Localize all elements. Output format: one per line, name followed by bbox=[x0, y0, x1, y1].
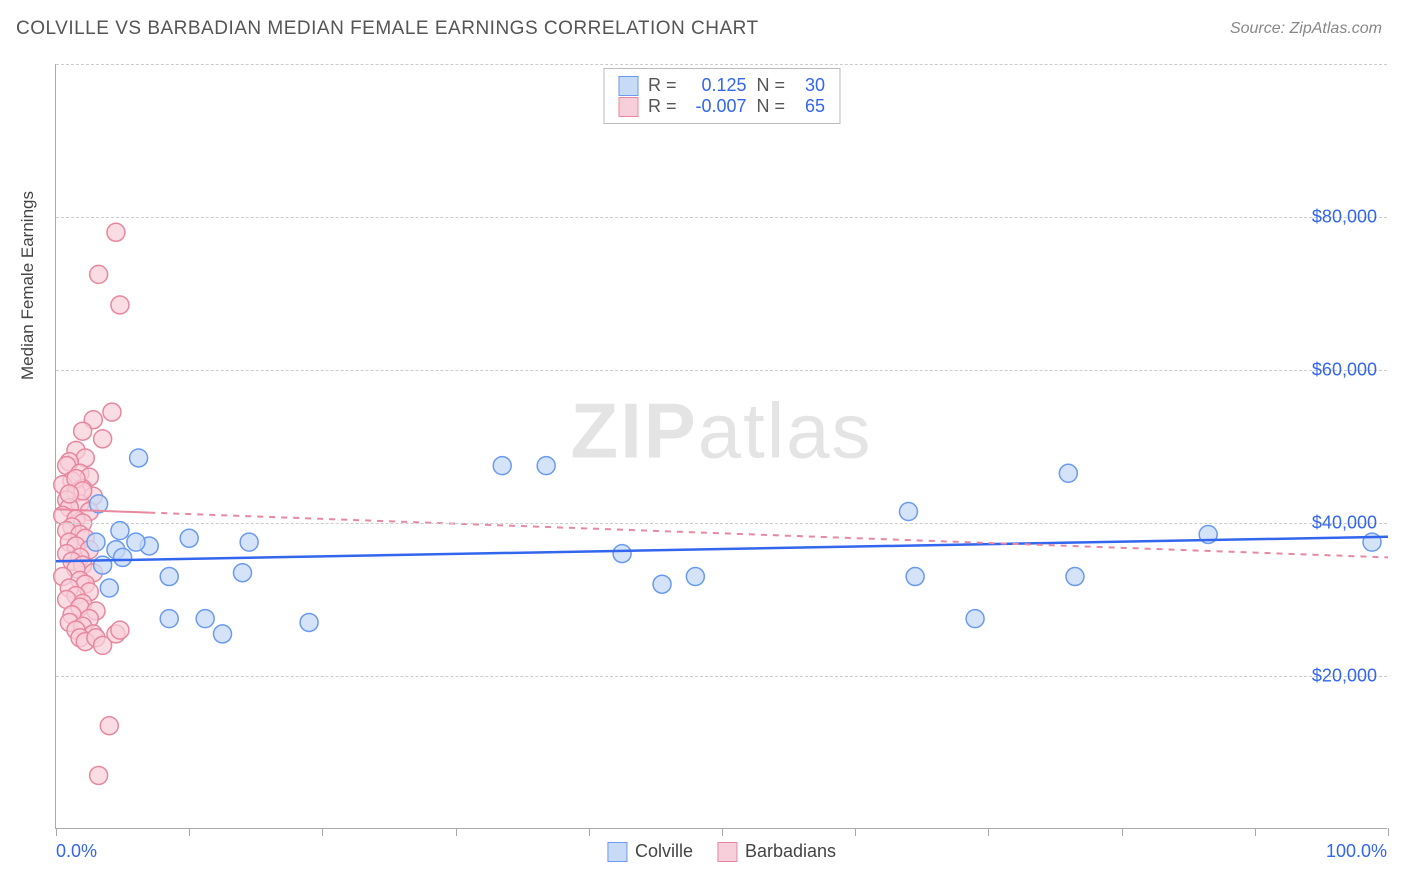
gridline bbox=[56, 370, 1387, 371]
gridline bbox=[56, 523, 1387, 524]
x-axis-max-label: 100.0% bbox=[1326, 841, 1387, 862]
data-point bbox=[180, 529, 198, 547]
legend-n-label: N = bbox=[757, 96, 786, 117]
data-point bbox=[103, 403, 121, 421]
y-tick-label: $80,000 bbox=[1312, 207, 1377, 228]
data-point bbox=[160, 610, 178, 628]
data-point bbox=[87, 533, 105, 551]
header: COLVILLE VS BARBADIAN MEDIAN FEMALE EARN… bbox=[0, 0, 1406, 50]
source-label: Source: ZipAtlas.com bbox=[1230, 20, 1382, 38]
data-point bbox=[94, 430, 112, 448]
x-axis-min-label: 0.0% bbox=[56, 841, 97, 862]
legend-n-label: N = bbox=[757, 75, 786, 96]
legend-swatch bbox=[607, 842, 627, 862]
y-tick-label: $60,000 bbox=[1312, 360, 1377, 381]
legend-row: R = 0.125 N = 30 bbox=[618, 75, 825, 96]
legend-swatch bbox=[618, 97, 638, 117]
data-point bbox=[94, 636, 112, 654]
data-point bbox=[90, 265, 108, 283]
data-point bbox=[160, 568, 178, 586]
legend-r-label: R = bbox=[648, 96, 677, 117]
correlation-legend: R = 0.125 N = 30 R = -0.007 N = 65 bbox=[603, 68, 840, 124]
x-tick bbox=[1122, 828, 1123, 836]
data-point bbox=[233, 564, 251, 582]
x-tick bbox=[988, 828, 989, 836]
data-point bbox=[107, 223, 125, 241]
x-tick bbox=[322, 828, 323, 836]
x-tick bbox=[855, 828, 856, 836]
scatter-plot bbox=[56, 64, 1387, 828]
data-point bbox=[111, 522, 129, 540]
legend-label: Barbadians bbox=[745, 841, 836, 862]
data-point bbox=[493, 457, 511, 475]
x-tick bbox=[1388, 828, 1389, 836]
chart-title: COLVILLE VS BARBADIAN MEDIAN FEMALE EARN… bbox=[16, 18, 759, 40]
data-point bbox=[90, 766, 108, 784]
legend-label: Colville bbox=[635, 841, 693, 862]
y-axis-label: Median Female Earnings bbox=[18, 191, 38, 380]
data-point bbox=[196, 610, 214, 628]
data-point bbox=[100, 717, 118, 735]
data-point bbox=[686, 568, 704, 586]
data-point bbox=[653, 575, 671, 593]
legend-item: Colville bbox=[607, 841, 693, 862]
data-point bbox=[127, 533, 145, 551]
gridline bbox=[56, 217, 1387, 218]
legend-r-value: 0.125 bbox=[687, 75, 747, 96]
legend-n-value: 65 bbox=[795, 96, 825, 117]
data-point bbox=[74, 422, 92, 440]
data-point bbox=[899, 503, 917, 521]
data-point bbox=[60, 485, 78, 503]
data-point bbox=[100, 579, 118, 597]
legend-swatch bbox=[618, 76, 638, 96]
data-point bbox=[966, 610, 984, 628]
data-point bbox=[240, 533, 258, 551]
chart-plot-area: R =0.125N =30R =-0.007N =65 ZIPatlas $20… bbox=[55, 64, 1387, 829]
data-point bbox=[111, 296, 129, 314]
y-tick-label: $40,000 bbox=[1312, 513, 1377, 534]
data-point bbox=[94, 556, 112, 574]
legend-r-value: -0.007 bbox=[687, 96, 747, 117]
legend-r-label: R = bbox=[648, 75, 677, 96]
x-tick bbox=[722, 828, 723, 836]
gridline bbox=[56, 676, 1387, 677]
data-point bbox=[1066, 568, 1084, 586]
x-tick bbox=[1255, 828, 1256, 836]
data-point bbox=[111, 621, 129, 639]
x-tick bbox=[56, 828, 57, 836]
legend-row: R = -0.007 N = 65 bbox=[618, 96, 825, 117]
y-tick-label: $20,000 bbox=[1312, 666, 1377, 687]
x-tick bbox=[589, 828, 590, 836]
legend-swatch bbox=[717, 842, 737, 862]
data-point bbox=[130, 449, 148, 467]
x-tick bbox=[456, 828, 457, 836]
series-legend: Colville Barbadians bbox=[607, 841, 836, 862]
data-point bbox=[114, 548, 132, 566]
data-point bbox=[537, 457, 555, 475]
x-tick bbox=[189, 828, 190, 836]
data-point bbox=[906, 568, 924, 586]
data-point bbox=[1059, 464, 1077, 482]
data-point bbox=[613, 545, 631, 563]
gridline bbox=[56, 64, 1387, 65]
legend-n-value: 30 bbox=[795, 75, 825, 96]
data-point bbox=[214, 625, 232, 643]
legend-item: Barbadians bbox=[717, 841, 836, 862]
data-point bbox=[300, 613, 318, 631]
